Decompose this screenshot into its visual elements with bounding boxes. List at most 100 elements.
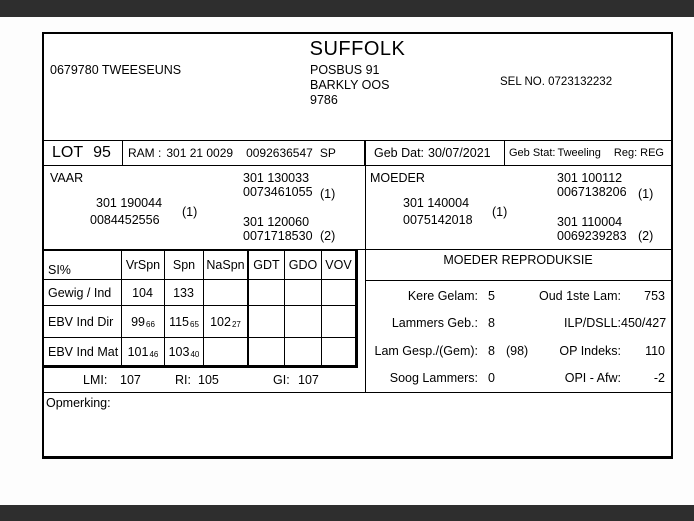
- sire-gp1-mark: (1): [320, 187, 336, 201]
- address-block: POSBUS 91 BARKLY OOS 9786: [310, 63, 389, 108]
- empty-cell: [249, 280, 285, 306]
- ri-label: RI:: [175, 373, 191, 387]
- stat-value: 450/427: [621, 316, 667, 330]
- bottom-frame-bar: [0, 505, 694, 521]
- gi-value: 107: [298, 373, 319, 387]
- reg-value: REG: [640, 147, 664, 159]
- stat-label: ILP/DSLL:: [564, 316, 621, 330]
- address-line: BARKLY OOS: [310, 78, 390, 92]
- ram-label: RAM :: [128, 146, 162, 160]
- birth-status-cell: Geb Stat: Tweeling Reg: REG: [505, 141, 671, 165]
- ram-cell: RAM : 301 21 0029 0092636547 SP: [123, 141, 365, 165]
- stat-label: Kere Gelam:: [407, 289, 478, 303]
- empty-cell: [322, 306, 355, 338]
- birth-date-value: 30/07/2021: [428, 146, 491, 160]
- reproduction-row: Soog Lammers: 0 OPI - Afw: -2: [365, 371, 671, 386]
- stat-value: 753: [644, 289, 665, 303]
- stat-value: 5: [488, 289, 495, 303]
- col-header: SI%: [44, 251, 122, 280]
- center-divider-line: [365, 140, 366, 392]
- ram-id: 301 21 0029: [166, 146, 234, 160]
- reproduction-row: Lammers Geb.: 8 ILP/DSLL: 450/427: [365, 316, 671, 331]
- sire-mark: (1): [182, 205, 198, 219]
- sire-section-label: VAAR: [50, 171, 84, 185]
- dam-reproduction-panel: MOEDER REPRODUKSIE Kere Gelam: 5 Oud 1st…: [365, 249, 671, 392]
- value-cell: 104: [122, 280, 165, 306]
- stat-label: Lam Gesp./(Gem):: [374, 344, 479, 358]
- col-header: VrSpn: [122, 251, 165, 280]
- birth-status-label: Geb Stat:: [509, 147, 556, 159]
- value-cell: [204, 280, 249, 306]
- empty-cell: [285, 280, 322, 306]
- breed-title: SUFFOLK: [309, 38, 406, 60]
- value-cell: 103 40: [165, 338, 204, 365]
- dam-gp2-mark: (2): [638, 229, 654, 243]
- breeding-values-table: SI% VrSpn Spn NaSpn GDT GDO VOV Gewig / …: [44, 249, 358, 368]
- gi-label: GI:: [273, 373, 290, 387]
- col-header: Spn: [165, 251, 204, 280]
- empty-cell: [322, 338, 355, 365]
- ri-value: 105: [198, 373, 219, 387]
- value-cell: 115 65: [165, 306, 204, 338]
- lmi-value: 107: [120, 373, 141, 387]
- col-header: GDO: [285, 251, 322, 280]
- empty-cell: [322, 280, 355, 306]
- dam-registration: 0075142018: [403, 213, 473, 227]
- empty-cell: [249, 338, 285, 365]
- address-line: POSBUS 91: [310, 63, 380, 77]
- dam-gp1-mark: (1): [638, 187, 654, 201]
- birth-status-value: Tweeling: [557, 147, 601, 159]
- sire-id: 301 190044: [96, 196, 163, 210]
- sire-gp2-registration: 0071718530: [243, 229, 313, 243]
- dam-gp1-registration: 0067138206: [557, 185, 627, 199]
- remarks-divider-line: [44, 392, 671, 393]
- stat-value: 8: [488, 316, 495, 330]
- lot-label: LOT: [52, 144, 84, 161]
- birth-date-label: Geb Dat:: [374, 146, 425, 160]
- value-cell: 101 46: [122, 338, 165, 365]
- stat-label: Soog Lammers:: [389, 371, 478, 385]
- dam-gp1-id: 301 100112: [557, 171, 623, 185]
- ram-registration: 0092636547: [246, 146, 313, 160]
- lot-row: LOT 95 RAM : 301 21 0029 0092636547 SP G…: [44, 140, 671, 166]
- empty-cell: [285, 306, 322, 338]
- sire-gp1-id: 301 130033: [243, 171, 310, 185]
- sale-number: SEL NO. 0723132232: [500, 76, 613, 88]
- empty-cell: [285, 338, 322, 365]
- reg-label: Reg:: [613, 147, 638, 159]
- row-label: EBV Ind Dir: [44, 306, 122, 338]
- value-cell: 99 66: [122, 306, 165, 338]
- sire-gp2-mark: (2): [320, 229, 336, 243]
- sire-gp1-registration: 0073461055: [243, 185, 313, 199]
- top-frame-bar: [0, 0, 694, 17]
- stat-label: Lammers Geb.:: [391, 316, 478, 330]
- index-summary-row: LMI: 107 RI: 105 GI: 107: [44, 368, 365, 392]
- ram-flag: SP: [319, 146, 336, 160]
- sire-gp2-id: 301 120060: [243, 215, 310, 229]
- row-label: EBV Ind Mat: [44, 338, 122, 365]
- dam-gp2-id: 301 110004: [557, 215, 623, 229]
- value-cell: 102 27: [204, 306, 249, 338]
- dam-section-label: MOEDER: [370, 171, 425, 185]
- value-cell: [204, 338, 249, 365]
- col-header: VOV: [322, 251, 355, 280]
- reproduction-title-underline: [365, 280, 671, 281]
- stat-value: -2: [653, 371, 665, 385]
- dam-mark: (1): [492, 205, 508, 219]
- lot-number: 95: [93, 144, 111, 161]
- value-cell: 133: [165, 280, 204, 306]
- dam-gp2-registration: 0069239283: [557, 229, 627, 243]
- birth-date-cell: Geb Dat: 30/07/2021: [365, 141, 505, 165]
- stat-value: 110: [645, 344, 665, 358]
- stat-value: 0: [488, 371, 495, 385]
- row-label: Gewig / Ind: [44, 280, 122, 306]
- dam-id: 301 140004: [403, 196, 470, 210]
- lot-card: SUFFOLK 0679780 TWEESEUNS POSBUS 91 BARK…: [42, 32, 673, 459]
- col-header: GDT: [249, 251, 285, 280]
- owner-id: 0679780 TWEESEUNS: [50, 63, 182, 77]
- reproduction-row: Kere Gelam: 5 Oud 1ste Lam: 753: [365, 289, 671, 304]
- lot-cell: LOT 95: [44, 141, 123, 165]
- stat-label: Oud 1ste Lam:: [539, 289, 621, 303]
- reproduction-row: Lam Gesp./(Gem): 8 (98) OP Indeks: 110: [365, 344, 671, 359]
